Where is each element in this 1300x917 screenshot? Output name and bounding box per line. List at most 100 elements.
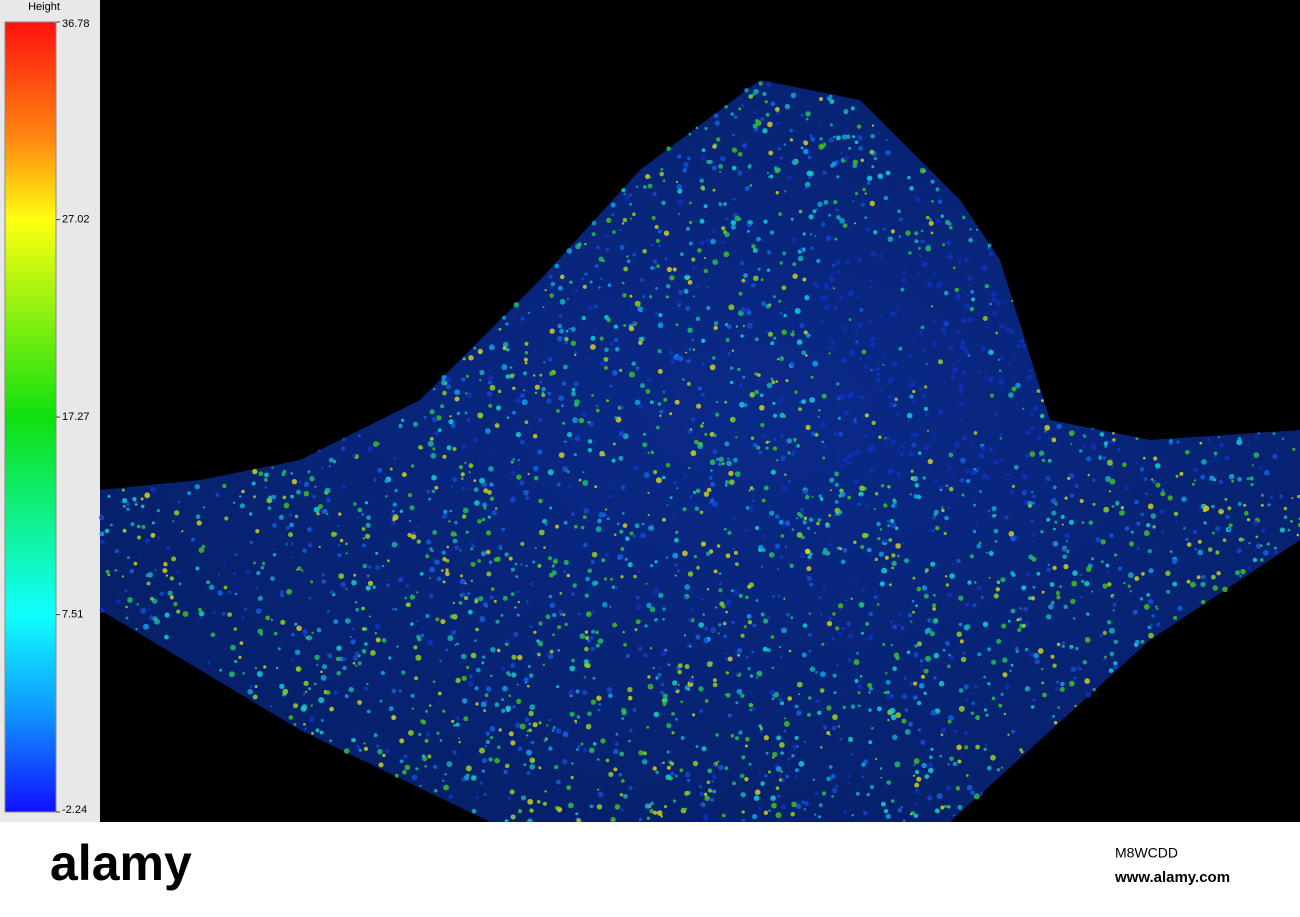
cloud-point: [649, 400, 654, 405]
cloud-point: [748, 489, 751, 492]
cloud-point: [587, 420, 591, 424]
cloud-point: [818, 494, 822, 498]
cloud-point: [789, 563, 794, 568]
cloud-point: [506, 348, 510, 352]
cloud-point: [810, 246, 814, 250]
cloud-point: [152, 616, 158, 622]
cloud-point: [447, 635, 454, 642]
cloud-point: [483, 507, 487, 510]
cloud-point: [866, 414, 869, 417]
cloud-point: [1123, 581, 1126, 585]
cloud-point: [569, 711, 575, 717]
cloud-point: [861, 775, 865, 779]
cloud-point: [1279, 527, 1285, 533]
cloud-point: [515, 575, 519, 578]
legend-tick-label: 17.27: [62, 411, 90, 423]
cloud-point: [965, 469, 971, 474]
cloud-point: [256, 671, 263, 677]
cloud-point: [819, 497, 824, 501]
cloud-point: [124, 589, 128, 593]
cloud-point: [566, 297, 570, 301]
cloud-point: [803, 489, 809, 495]
cloud-point: [339, 538, 344, 543]
cloud-point: [510, 662, 516, 669]
cloud-point: [570, 340, 577, 346]
cloud-point: [593, 328, 596, 331]
cloud-point: [401, 472, 407, 478]
cloud-point: [1041, 667, 1044, 671]
cloud-point: [495, 328, 498, 331]
cloud-point: [125, 605, 128, 609]
cloud-point: [861, 396, 864, 399]
cloud-point: [512, 457, 515, 461]
cloud-point: [1056, 642, 1061, 647]
cloud-point: [485, 739, 490, 745]
cloud-point: [801, 399, 807, 404]
cloud-point: [1227, 506, 1232, 511]
cloud-point: [557, 335, 563, 342]
cloud-point: [613, 324, 619, 329]
cloud-point: [996, 638, 1002, 644]
cloud-point: [1012, 377, 1016, 381]
cloud-point: [223, 585, 228, 590]
cloud-point: [178, 582, 182, 586]
cloud-point: [897, 209, 901, 214]
cloud-point: [740, 693, 745, 699]
cloud-point: [255, 586, 258, 589]
cloud-point: [767, 121, 773, 128]
cloud-point: [958, 688, 964, 693]
cloud-point: [430, 452, 437, 459]
cloud-point: [242, 672, 245, 675]
cloud-point: [823, 200, 829, 205]
cloud-point: [721, 813, 726, 818]
cloud-point: [502, 315, 507, 320]
cloud-point: [854, 222, 857, 225]
cloud-point: [178, 531, 182, 534]
cloud-point: [680, 252, 684, 257]
cloud-point: [1063, 604, 1068, 610]
cloud-point: [857, 257, 862, 263]
cloud-point: [568, 689, 574, 696]
cloud-point: [514, 722, 521, 729]
cloud-point: [427, 440, 434, 447]
cloud-point: [961, 493, 965, 497]
cloud-point: [868, 740, 873, 745]
cloud-point: [807, 712, 811, 717]
cloud-point: [784, 545, 788, 549]
cloud-point: [1037, 648, 1044, 654]
cloud-point: [452, 750, 457, 755]
cloud-point: [416, 539, 421, 544]
cloud-point: [273, 631, 278, 636]
cloud-point: [866, 175, 873, 182]
cloud-point: [490, 674, 493, 677]
cloud-point: [633, 574, 637, 579]
cloud-point: [729, 380, 734, 385]
cloud-point: [677, 188, 683, 194]
cloud-point: [935, 187, 940, 192]
cloud-point: [704, 626, 708, 630]
cloud-point: [958, 705, 965, 712]
cloud-point: [433, 388, 436, 391]
cloud-point: [957, 804, 963, 810]
cloud-point: [286, 526, 290, 530]
cloud-point: [856, 124, 862, 129]
cloud-point: [762, 646, 768, 652]
cloud-point: [1111, 465, 1114, 468]
cloud-point: [960, 656, 967, 663]
cloud-point: [712, 188, 716, 192]
cloud-point: [370, 650, 376, 656]
cloud-point: [975, 715, 981, 721]
cloud-point: [952, 362, 956, 366]
cloud-point: [338, 656, 344, 662]
cloud-point: [784, 717, 787, 720]
cloud-point: [479, 369, 485, 376]
cloud-point: [1253, 452, 1260, 458]
cloud-point: [908, 251, 912, 255]
cloud-point: [198, 610, 205, 617]
cloud-point: [584, 635, 590, 641]
cloud-point: [253, 495, 256, 499]
cloud-point: [126, 507, 130, 511]
cloud-point: [901, 278, 906, 283]
cloud-point: [647, 183, 653, 189]
cloud-point: [812, 282, 816, 286]
